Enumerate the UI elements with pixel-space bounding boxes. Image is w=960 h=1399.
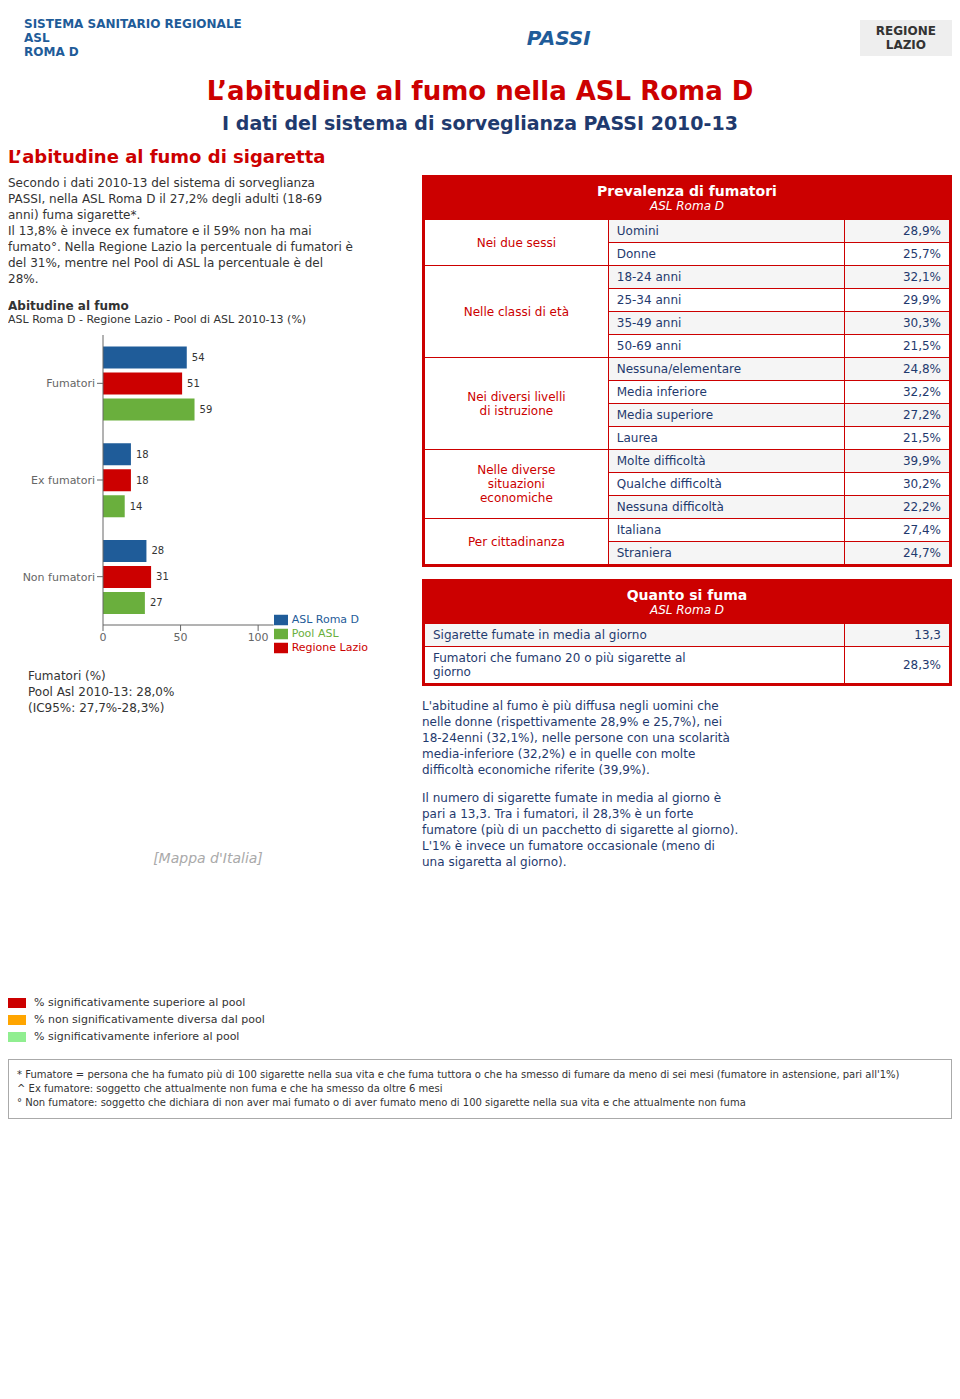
html-text:Straniera: Straniera [616,546,672,560]
html-text:Media superiore: Media superiore [616,408,714,422]
html-text:Uomini: Uomini [616,224,659,238]
html-text:ASL Roma D: ASL Roma D [649,603,724,617]
html-text:% significativamente superiore: % significativamente superiore al pool [34,996,246,1009]
svg-text:28: 28 [151,545,164,556]
html-text:(IC95%: 27,7%-28,3%): (IC95%: 27,7%-28,3%) [28,701,165,715]
html-text:L’abitudine al fumo nella ASL: L’abitudine al fumo nella ASL Roma D [206,76,754,106]
html-text:24,7%: 24,7% [902,546,941,560]
html-text:ASL: ASL [24,31,50,45]
html-text:25-34 anni: 25-34 anni [616,293,682,307]
svg-text:0: 0 [100,631,107,644]
html-text:32,2%: 32,2% [902,385,941,399]
html-text:pari a 13,3. Tra i fumatori, i: pari a 13,3. Tra i fumatori, il 28,3% è … [422,807,694,821]
svg-text:14: 14 [130,501,143,512]
html-text:anni) fuma sigarette*.: anni) fuma sigarette*. [8,208,141,222]
html-text:21,5%: 21,5% [902,339,941,353]
html-text:13,3: 13,3 [914,628,941,642]
html-text:32,1%: 32,1% [902,270,941,284]
html-text:Sigarette fumate in media al g: Sigarette fumate in media al giorno [433,628,647,642]
html-text:del 31%, mentre nel Pool di AS: del 31%, mentre nel Pool di ASL la perce… [8,256,324,270]
html-text:Per cittadinanza: Per cittadinanza [468,534,565,549]
html-text:ROMA D: ROMA D [24,45,79,59]
html-text:Abitudine al fumo: Abitudine al fumo [8,299,129,313]
html-text:28,9%: 28,9% [902,224,941,238]
svg-text:51: 51 [187,378,200,389]
html-text:Italiana: Italiana [616,523,662,537]
svg-text:Non fumatori: Non fumatori [23,571,95,584]
html-text:18-24enni (32,1%), nelle perso: 18-24enni (32,1%), nelle persone con una… [422,731,730,745]
html-text:Fumatori (%): Fumatori (%) [28,669,106,683]
html-text:Media inferiore: Media inferiore [616,385,707,399]
html-text:Nessuna/elementare: Nessuna/elementare [616,362,742,376]
html-text:nelle donne (rispettivamente 2: nelle donne (rispettivamente 28,9% e 25,… [422,715,723,729]
svg-text:54: 54 [192,352,205,363]
html-text:[Mappa d'Italia]: [Mappa d'Italia] [153,850,263,866]
html-text:Pool Asl 2010-13: 28,0%: Pool Asl 2010-13: 28,0% [28,685,175,699]
svg-text:18: 18 [136,475,149,486]
html-text:21,5%: 21,5% [902,431,941,445]
html-text:Regione Lazio: Regione Lazio [291,641,368,654]
html-text:^ Ex fumatore: soggetto che at: ^ Ex fumatore: soggetto che attualmente … [17,1083,443,1094]
html-text:Nei diversi livelli di istruzi: Nei diversi livelli di istruzione [467,389,566,418]
html-text:27,4%: 27,4% [902,523,941,537]
html-text:Nelle classi di età: Nelle classi di età [463,304,570,319]
html-text:difficoltà economiche riferite: difficoltà economiche riferite (39,9%). [422,763,650,777]
svg-text:50: 50 [174,631,188,644]
html-text:media-inferiore (32,2%) e in q: media-inferiore (32,2%) e in quelle con … [422,747,696,761]
html-text:I dati del sistema di sorvegli: I dati del sistema di sorveglianza PASSI… [222,112,738,134]
html-text:L’abitudine al fumo di sigaret: L’abitudine al fumo di sigaretta [8,146,326,167]
html-text:18-24 anni: 18-24 anni [616,270,682,284]
html-text:Laurea: Laurea [616,431,658,445]
html-text:35-49 anni: 35-49 anni [616,316,682,330]
html-text:Prevalenza di fumatori: Prevalenza di fumatori [597,183,777,199]
html-text:Il numero di sigarette fumate: Il numero di sigarette fumate in media a… [422,791,722,805]
html-text:50-69 anni: 50-69 anni [616,339,682,353]
html-text:39,9%: 39,9% [902,454,941,468]
html-text:ASL Roma D: ASL Roma D [291,613,360,626]
svg-text:31: 31 [156,571,169,582]
html-text:% significativamente inferiore: % significativamente inferiore al pool [34,1030,240,1043]
html-text:fumato°. Nella Regione Lazio l: fumato°. Nella Regione Lazio la percentu… [8,240,353,254]
html-text:PASSI: PASSI [526,26,591,50]
html-text:* Fumatore = persona che ha fu: * Fumatore = persona che ha fumato più d… [17,1069,900,1080]
html-text:24,8%: 24,8% [902,362,941,376]
svg-text:Fumatori: Fumatori [46,377,95,390]
html-text:27,2%: 27,2% [902,408,941,422]
html-text:LAZIO: LAZIO [885,38,926,52]
svg-text:Ex fumatori: Ex fumatori [31,474,95,487]
html-text:L'abitudine al fumo è più diff: L'abitudine al fumo è più diffusa negli … [422,699,719,713]
html-text:ASL Roma D: ASL Roma D [649,199,724,213]
html-text:fumatore (più di un pacchetto: fumatore (più di un pacchetto di sigaret… [422,823,739,837]
html-text:30,2%: 30,2% [902,477,941,491]
html-text:Fumatori che fumano 20 o più s: Fumatori che fumano 20 o più sigarette a… [433,651,686,679]
html-text:Qualche difficoltà: Qualche difficoltà [616,477,722,491]
html-text:22,2%: 22,2% [902,500,941,514]
html-text:Nei due sessi: Nei due sessi [476,235,557,250]
svg-text:27: 27 [150,597,163,608]
html-text:Il 13,8% è invece ex fumatore: Il 13,8% è invece ex fumatore e il 59% n… [8,224,312,238]
html-text:SISTEMA SANITARIO REGIONALE: SISTEMA SANITARIO REGIONALE [24,17,242,31]
html-text:25,7%: 25,7% [902,247,941,261]
html-text:28%.: 28%. [8,272,39,286]
html-text:30,3%: 30,3% [902,316,941,330]
svg-text:100: 100 [248,631,269,644]
html-text:L'1% è invece un fumatore occa: L'1% è invece un fumatore occasionale (m… [422,839,715,853]
html-text:Pool ASL: Pool ASL [291,627,339,640]
html-text:Molte difficoltà: Molte difficoltà [616,454,706,468]
html-text:% non significativamente diver: % non significativamente diversa dal poo… [34,1013,265,1026]
html-text:Nessuna difficoltà: Nessuna difficoltà [616,500,724,514]
html-text:Secondo i dati 2010-13 del sis: Secondo i dati 2010-13 del sistema di so… [8,176,315,190]
html-text:PASSI, nella ASL Roma D il 27,: PASSI, nella ASL Roma D il 27,2% degli a… [8,192,323,206]
html-text:° Non fumatore: soggetto che d: ° Non fumatore: soggetto che dichiara di… [17,1097,746,1108]
html-text:Quanto si fuma: Quanto si fuma [626,587,748,603]
html-text:28,3%: 28,3% [902,658,941,672]
html-text:ASL Roma D - Regione Lazio - P: ASL Roma D - Regione Lazio - Pool di ASL… [8,313,307,326]
html-text:Nelle diverse situazioni econo: Nelle diverse situazioni economiche [477,463,556,505]
html-text:una sigaretta al giorno).: una sigaretta al giorno). [422,855,567,869]
svg-text:59: 59 [200,404,213,415]
html-text:29,9%: 29,9% [902,293,941,307]
html-text:Donne: Donne [616,247,656,261]
svg-text:18: 18 [136,449,149,460]
html-text:REGIONE: REGIONE [875,24,936,38]
